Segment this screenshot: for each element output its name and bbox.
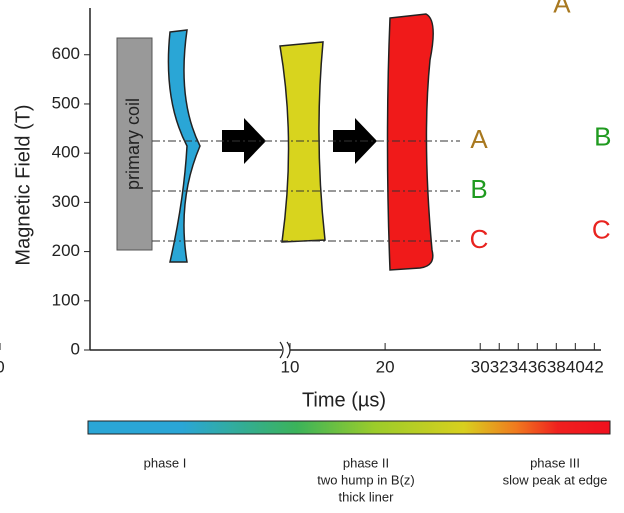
guide-label: A — [470, 124, 488, 154]
x-tick-label: 40 — [566, 357, 585, 376]
x-tick-label: 42 — [585, 357, 604, 376]
y-tick-label: 0 — [71, 339, 80, 358]
y-tick-label: 400 — [52, 143, 80, 162]
guide-lines — [152, 140, 460, 242]
x-tick-label: 30 — [471, 357, 490, 376]
y-tick-label: 100 — [52, 290, 80, 309]
x-axis-title: Time (µs) — [302, 389, 386, 411]
guide-label: B — [470, 174, 487, 204]
x-tick-label: 0 — [0, 357, 5, 376]
y-tick-label: 200 — [52, 241, 80, 260]
series-label: A — [553, 0, 571, 19]
x-tick-label: 32 — [490, 357, 509, 376]
x-tick-label: 10 — [281, 357, 300, 376]
phase-label: thick liner — [339, 489, 395, 504]
phase-label: slow peak at edge — [503, 472, 608, 487]
liner-phase-3 — [386, 13, 434, 271]
y-tick-label: 600 — [52, 44, 80, 63]
phase-colorbar — [87, 420, 611, 435]
guide-label: C — [470, 224, 489, 254]
x-tick-label: 36 — [528, 357, 547, 376]
y-tick-label: 500 — [52, 93, 80, 112]
liner-phase-2 — [279, 41, 326, 243]
phase-label: phase II — [343, 455, 389, 470]
liner-phase-1 — [167, 29, 201, 263]
series-label: B — [594, 121, 611, 151]
phase-label: two hump in B(z) — [317, 472, 415, 487]
x-tick-label: 34 — [509, 357, 528, 376]
coil-label: primary coil — [123, 98, 143, 190]
phase-label: phase I — [144, 455, 187, 470]
x-tick-label: 20 — [376, 357, 395, 376]
coil — [116, 37, 153, 251]
series-label: C — [592, 214, 611, 244]
x-tick-label: 38 — [547, 357, 566, 376]
phase-label: phase III — [530, 455, 580, 470]
y-tick-label: 300 — [52, 192, 80, 211]
y-axis-title: Magnetic Field (T) — [12, 104, 34, 265]
